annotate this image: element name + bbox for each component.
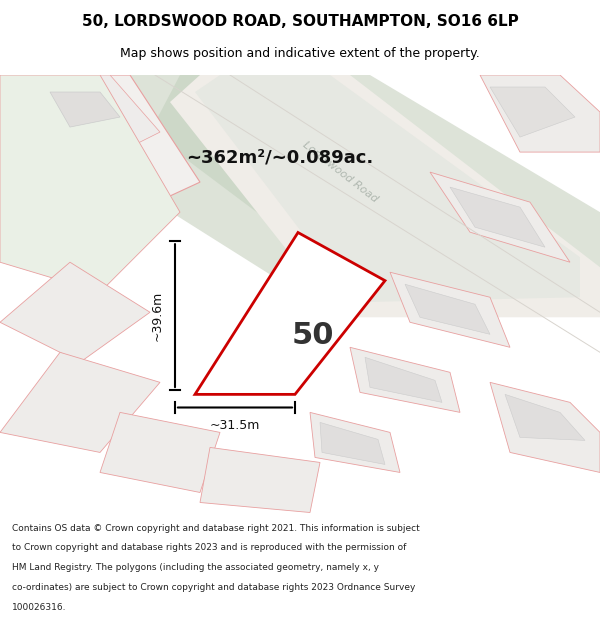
Text: to Crown copyright and database rights 2023 and is reproduced with the permissio: to Crown copyright and database rights 2… (12, 543, 406, 552)
Text: Lordswood Road: Lordswood Road (301, 140, 379, 204)
Polygon shape (365, 357, 442, 402)
Polygon shape (0, 352, 160, 452)
Polygon shape (60, 75, 600, 312)
Text: HM Land Registry. The polygons (including the associated geometry, namely x, y: HM Land Registry. The polygons (includin… (12, 563, 379, 572)
Text: 50, LORDSWOOD ROAD, SOUTHAMPTON, SO16 6LP: 50, LORDSWOOD ROAD, SOUTHAMPTON, SO16 6L… (82, 14, 518, 29)
Polygon shape (320, 422, 385, 464)
Polygon shape (390, 272, 510, 348)
Polygon shape (150, 75, 540, 312)
Polygon shape (490, 87, 575, 137)
Text: ~362m²/~0.089ac.: ~362m²/~0.089ac. (187, 148, 374, 166)
Text: ~39.6m: ~39.6m (151, 291, 163, 341)
Polygon shape (430, 172, 570, 262)
Text: Contains OS data © Crown copyright and database right 2021. This information is : Contains OS data © Crown copyright and d… (12, 524, 420, 532)
Polygon shape (350, 348, 460, 413)
Text: ~31.5m: ~31.5m (210, 419, 260, 432)
Polygon shape (200, 448, 320, 512)
Polygon shape (310, 412, 400, 472)
Polygon shape (405, 284, 490, 334)
Polygon shape (30, 75, 160, 172)
Polygon shape (195, 232, 385, 394)
Polygon shape (450, 187, 545, 248)
Polygon shape (0, 75, 180, 292)
Text: 50: 50 (292, 321, 335, 350)
Polygon shape (170, 75, 600, 318)
Polygon shape (50, 92, 120, 127)
Polygon shape (0, 262, 150, 362)
Polygon shape (100, 412, 220, 492)
Polygon shape (480, 75, 600, 152)
Polygon shape (195, 75, 580, 302)
Polygon shape (505, 394, 585, 441)
Polygon shape (0, 75, 200, 242)
Polygon shape (490, 382, 600, 472)
Text: Map shows position and indicative extent of the property.: Map shows position and indicative extent… (120, 48, 480, 61)
Text: 100026316.: 100026316. (12, 602, 67, 611)
Text: co-ordinates) are subject to Crown copyright and database rights 2023 Ordnance S: co-ordinates) are subject to Crown copyr… (12, 582, 415, 592)
